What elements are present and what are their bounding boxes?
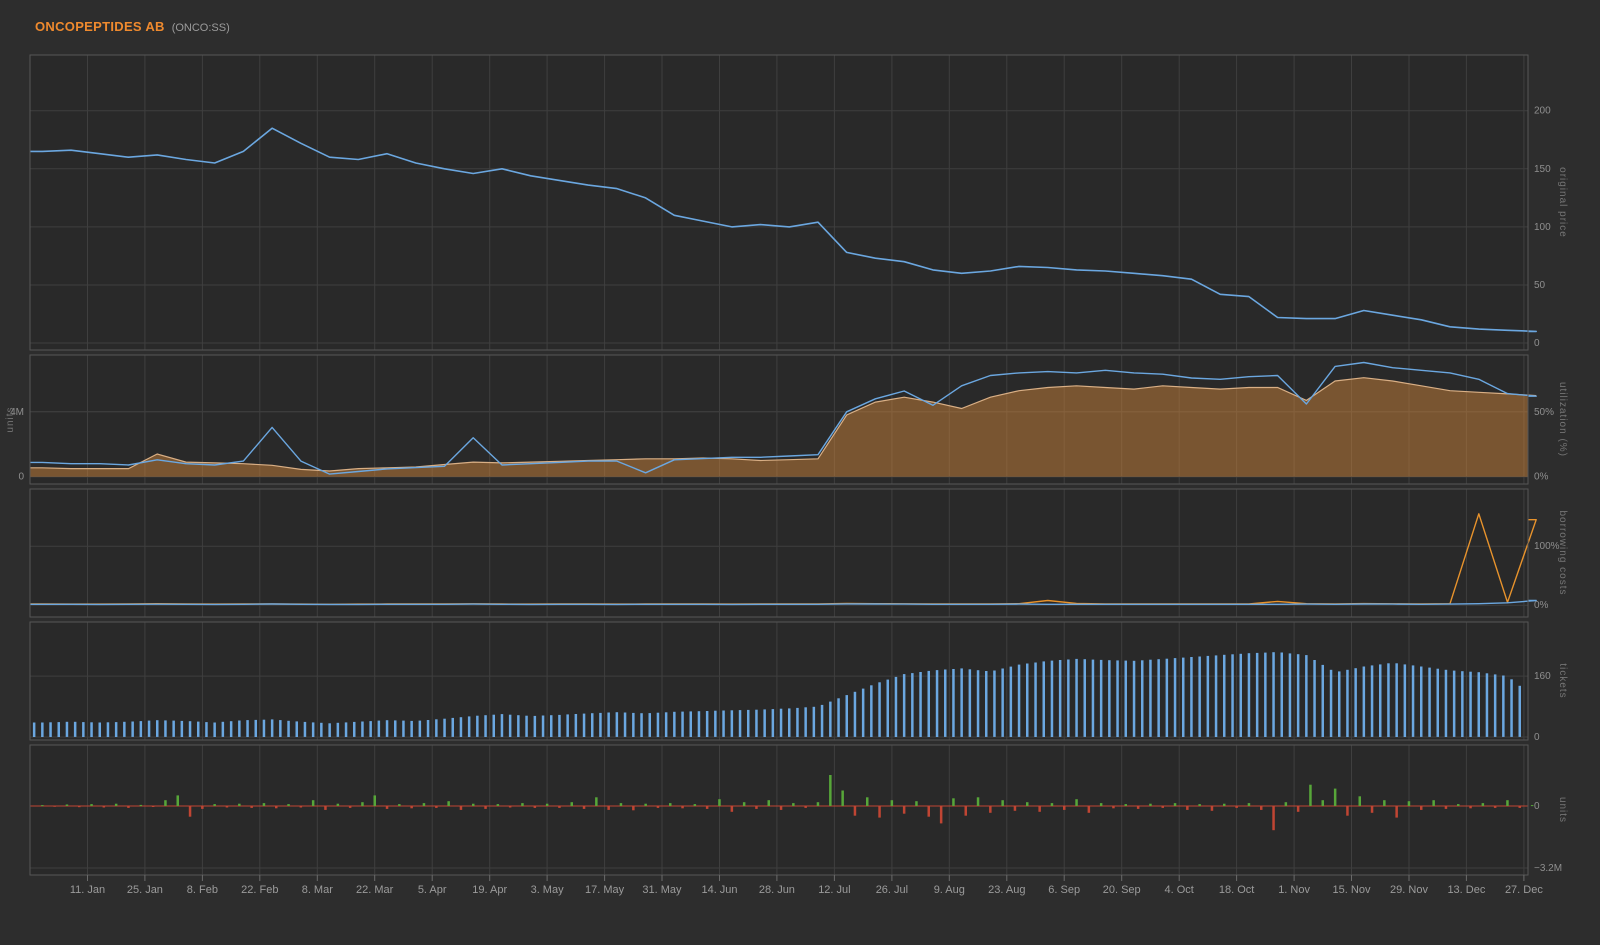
series-on-loan-quantity-edge [30, 377, 1537, 472]
y-axis-label: 50 [1534, 280, 1546, 291]
y-axis-title-left: units [5, 406, 16, 432]
panel-original-price: 0 50 100 150 200 original price [29, 54, 1568, 351]
chart-title: ONCOPEPTIDES AB [35, 19, 165, 34]
y-axis-label: 0% [1534, 472, 1549, 483]
x-tick-label: 6. Sep [1048, 884, 1080, 896]
y-axis-title-right: borrowing costs [1557, 510, 1568, 595]
y-axis-title-right: units [1557, 797, 1568, 823]
x-tick-label: 29. Nov [1390, 884, 1428, 896]
y-axis-label: −3.2M [1534, 863, 1562, 874]
x-tick-label: 20. Sep [1103, 884, 1141, 896]
x-tick-label: 4. Oct [1165, 884, 1194, 896]
panel-on-loan: 4M 0 50% 0% utilization (%) units [5, 354, 1568, 485]
panel-net-units: 0 −3.2M units [29, 744, 1568, 876]
series-net-change-bars [41, 775, 1534, 831]
x-tick-label: 12. Jul [818, 884, 850, 896]
x-tick-label: 13. Dec [1447, 884, 1485, 896]
x-tick-label: 31. May [642, 884, 682, 896]
y-axis-label: 0 [18, 472, 24, 483]
panel-border [29, 54, 1529, 351]
y-axis-label: 0 [1534, 732, 1540, 743]
x-tick-label: 23. Aug [988, 884, 1025, 896]
x-tick-label: 22. Mar [356, 884, 394, 896]
x-tick-label: 14. Jun [701, 884, 737, 896]
series-tickets-bars [32, 652, 1521, 737]
x-tick-label: 9. Aug [934, 884, 965, 896]
series-utilization-line [30, 361, 1537, 475]
y-axis-label: 4M [10, 407, 24, 418]
y-axis-title-right: tickets [1557, 663, 1568, 698]
panel-border [29, 621, 1529, 741]
x-tick-label: 8. Feb [187, 884, 218, 896]
panel-border [29, 744, 1529, 876]
y-axis-label: 150 [1534, 164, 1551, 175]
panel-borrowing-costs: 100% 0% borrowing costs [29, 488, 1568, 618]
x-tick-label: 22. Feb [241, 884, 278, 896]
x-tick-label: 8. Mar [302, 884, 334, 896]
series-price-line [30, 127, 1537, 333]
series-on-loan-quantity-area [30, 377, 1537, 477]
y-axis-title-right: original price [1557, 167, 1568, 238]
x-tick-label: 3. May [531, 884, 565, 896]
y-axis-label: 100 [1534, 222, 1551, 233]
x-tick-label: 11. Jan [70, 884, 105, 896]
x-tick-label: 18. Oct [1219, 884, 1254, 896]
x-tick-label: 28. Jun [759, 884, 795, 896]
y-axis-label: 50% [1534, 407, 1554, 418]
x-tick-label: 15. Nov [1333, 884, 1371, 896]
panel-border [29, 488, 1529, 618]
y-axis-label: 160 [1534, 671, 1551, 682]
x-tick-label: 27. Dec [1505, 884, 1543, 896]
x-axis: 11. Jan 25. Jan 8. Feb 22. Feb 8. Mar 22. Mar… [70, 875, 1543, 896]
x-tick-label: 17. May [585, 884, 625, 896]
x-tick-label: 26. Jul [876, 884, 908, 896]
panel-border [29, 354, 1529, 485]
y-axis-label: 100% [1534, 541, 1560, 552]
y-axis-label: 0% [1534, 600, 1549, 611]
x-tick-label: 19. Apr [472, 884, 507, 896]
y-axis-label: 200 [1534, 106, 1551, 117]
chart-subtitle-ticker: (ONCO:SS) [171, 22, 230, 34]
x-tick-label: 5. Apr [418, 884, 447, 896]
x-tick-label: 1. Nov [1278, 884, 1310, 896]
y-axis-label: 0 [1534, 338, 1540, 349]
y-axis-label: 0 [1534, 801, 1540, 812]
x-tick-label: 25. Jan [127, 884, 163, 896]
series-fee-line [30, 599, 1537, 606]
chart-header: ONCOPEPTIDES AB (ONCO:SS) [35, 18, 230, 36]
y-axis-title-right: utilization (%) [1557, 382, 1568, 457]
panel-tickets: 160 0 tickets [29, 621, 1568, 743]
